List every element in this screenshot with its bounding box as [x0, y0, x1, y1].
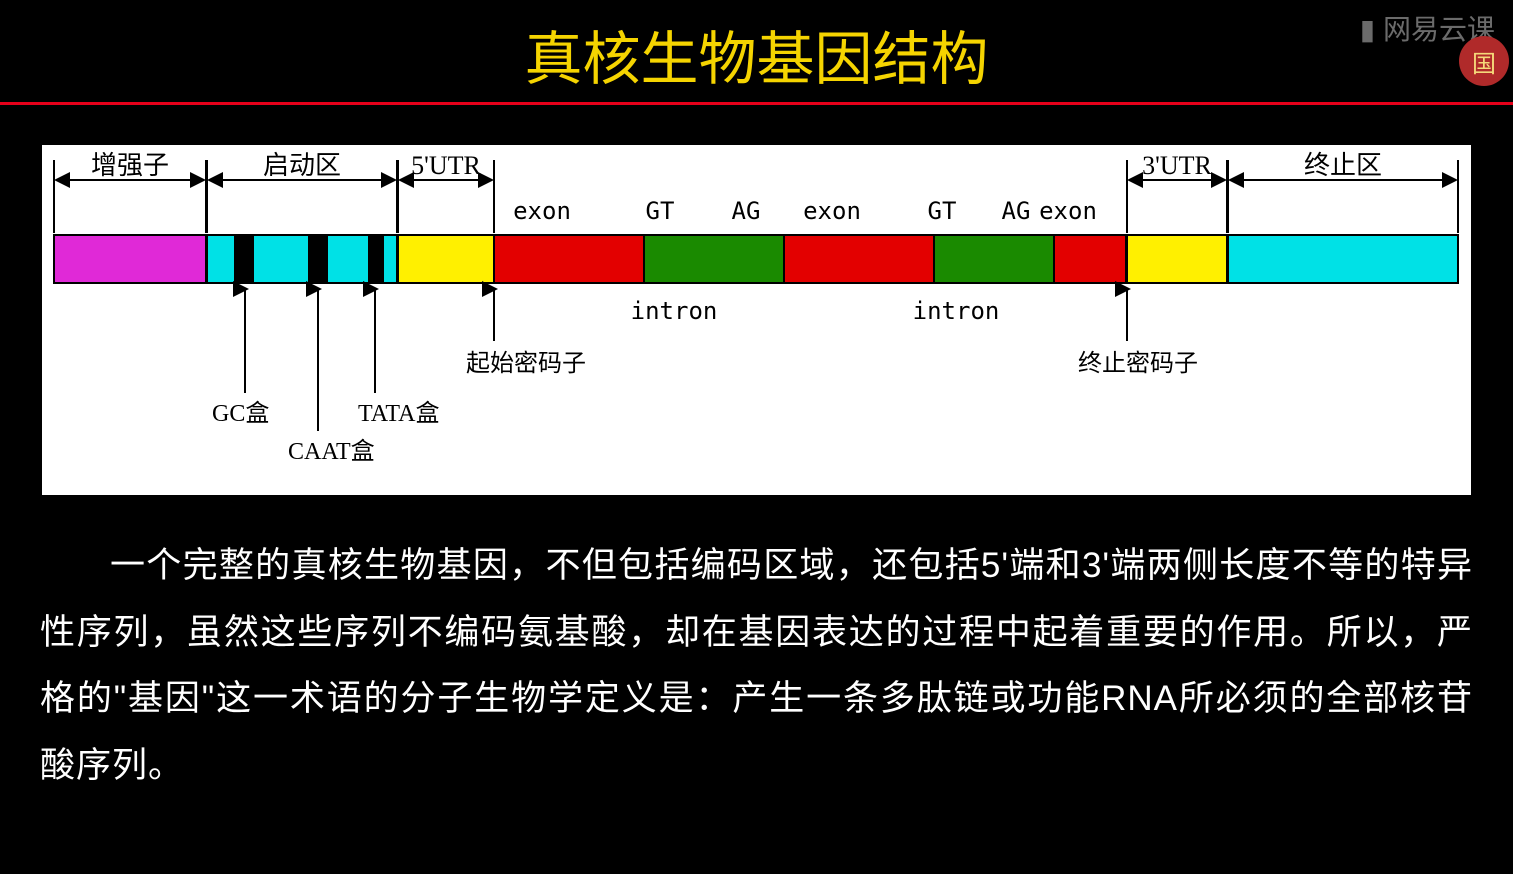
svg-text:exon: exon [513, 197, 571, 225]
title-divider [0, 102, 1513, 105]
svg-text:终止区: 终止区 [1304, 151, 1382, 180]
svg-text:AG: AG [1002, 197, 1031, 225]
svg-text:5'UTR: 5'UTR [411, 151, 481, 180]
svg-text:intron: intron [631, 297, 718, 325]
svg-text:终止密码子: 终止密码子 [1078, 350, 1198, 377]
svg-text:GT: GT [928, 197, 957, 225]
svg-text:增强子: 增强子 [91, 151, 169, 180]
svg-text:TATA盒: TATA盒 [358, 400, 439, 427]
gene-structure-diagram: 增强子 启动区 5'UTR 3'UTR 终止区 exon GT AG exon GT AG exon i… [42, 145, 1471, 495]
explanation-paragraph: 一个完整的真核生物基因，不但包括编码区域，还包括5'端和3'端两侧长度不等的特异… [40, 533, 1473, 799]
svg-text:3'UTR: 3'UTR [1142, 151, 1212, 180]
svg-text:GT: GT [646, 197, 675, 225]
book-icon: ▮ [1360, 14, 1375, 45]
svg-text:CAAT盒: CAAT盒 [288, 438, 375, 465]
svg-text:启动区: 启动区 [263, 151, 341, 180]
svg-text:exon: exon [803, 197, 861, 225]
svg-text:exon: exon [1039, 197, 1097, 225]
svg-text:AG: AG [732, 197, 761, 225]
svg-text:起始密码子: 起始密码子 [466, 350, 586, 377]
seal-stamp-icon: 国 [1459, 36, 1509, 86]
svg-text:GC盒: GC盒 [212, 400, 269, 427]
svg-text:intron: intron [913, 297, 1000, 325]
slide-title: 真核生物基因结构 [0, 0, 1513, 102]
gene-diagram-svg: 增强子 启动区 5'UTR 3'UTR 终止区 exon GT AG exon GT AG exon i… [42, 145, 1471, 495]
